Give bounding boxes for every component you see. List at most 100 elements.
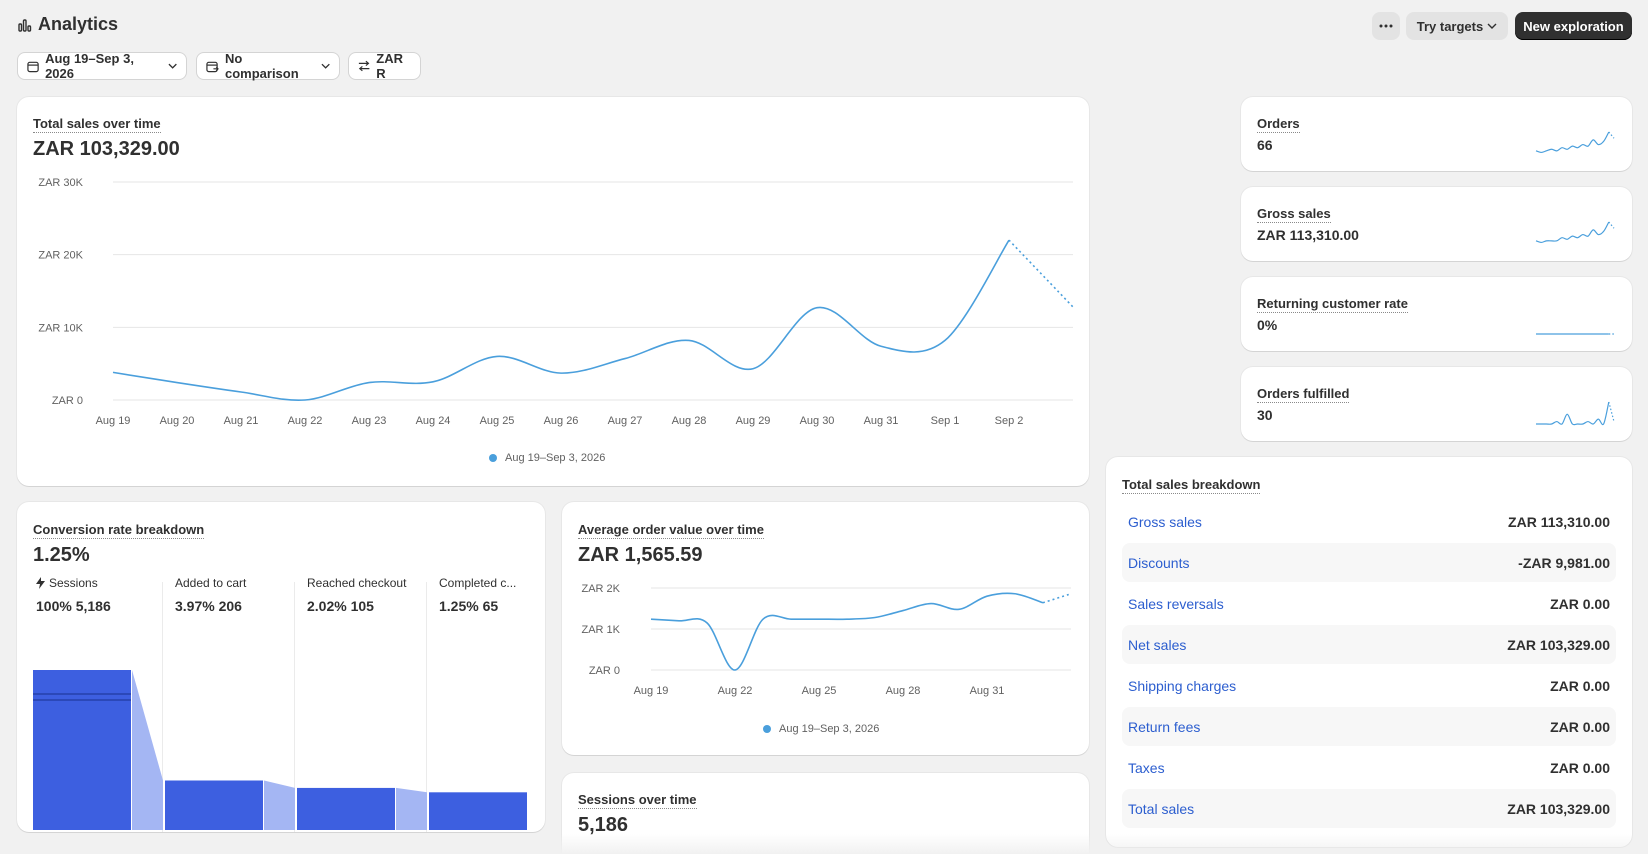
legend-dot xyxy=(763,725,771,733)
x-tick-label: Aug 31 xyxy=(970,685,1005,697)
breakdown-link[interactable]: Return fees xyxy=(1128,718,1201,735)
breakdown-link[interactable]: Sales reversals xyxy=(1128,595,1224,612)
try-targets-button[interactable]: Try targets xyxy=(1406,12,1508,40)
x-tick-label: Sep 2 xyxy=(995,415,1024,427)
lightning-icon xyxy=(36,577,45,589)
breakdown-row-gross-sales: Gross sales ZAR 113,310.00 xyxy=(1122,502,1616,541)
breakdown-row-shipping-charges: Shipping charges ZAR 0.00 xyxy=(1122,666,1616,705)
stat-title: Orders fulfilled xyxy=(1257,386,1350,403)
x-tick-label: Aug 21 xyxy=(224,415,259,427)
aov-value: ZAR 1,565.59 xyxy=(578,544,703,566)
chevron-down-icon xyxy=(321,63,330,69)
y-tick-label: ZAR 2K xyxy=(581,583,620,595)
orders-fulfilled-sparkline xyxy=(1535,401,1615,426)
stat-title: Gross sales xyxy=(1257,206,1331,223)
date-range-picker[interactable]: Aug 19–Sep 3, 2026 xyxy=(17,51,187,81)
breakdown-link[interactable]: Gross sales xyxy=(1128,513,1202,530)
calendar-icon xyxy=(27,61,39,72)
breakdown-link[interactable]: Discounts xyxy=(1128,554,1190,571)
series-line-projected xyxy=(1008,239,1074,308)
ellipsis-icon xyxy=(1379,24,1393,28)
y-tick-label: ZAR 0 xyxy=(589,665,620,677)
breakdown-amount: ZAR 0.00 xyxy=(1550,595,1610,612)
x-tick-label: Aug 27 xyxy=(608,415,643,427)
new-exploration-button[interactable]: New exploration xyxy=(1515,12,1632,40)
sessions-value: 5,186 xyxy=(578,814,629,836)
series-line xyxy=(650,592,1044,671)
legend-dot xyxy=(489,454,497,462)
series-line-projected xyxy=(1042,592,1072,604)
breakdown-amount: ZAR 103,329.00 xyxy=(1507,800,1610,817)
funnel-step-completed-checkout: Completed c... 1.25% 65 xyxy=(439,576,539,826)
breakdown-row-total-sales: Total sales ZAR 103,329.00 xyxy=(1122,789,1616,828)
breakdown-amount: ZAR 0.00 xyxy=(1550,718,1610,735)
comparison-picker[interactable]: No comparison xyxy=(196,51,340,81)
funnel-step-value: 100% 5,186 xyxy=(36,598,111,614)
aov-chart: ZAR 0 ZAR 1K ZAR 2K Aug 19 Aug 22 Aug 25 Aug 2… xyxy=(581,583,1072,697)
stat-card-gross-sales[interactable]: Gross sales ZAR 113,310.00 xyxy=(1241,187,1632,261)
stat-card-orders[interactable]: Orders 66 xyxy=(1241,97,1632,171)
x-tick-label: Aug 28 xyxy=(672,415,707,427)
x-tick-label: Aug 31 xyxy=(864,415,899,427)
funnel-bar xyxy=(297,787,395,830)
x-tick-label: Aug 25 xyxy=(802,685,837,697)
funnel-step-label: Sessions xyxy=(49,576,98,590)
aov-card: Average order value over time ZAR 1,565.… xyxy=(562,502,1089,755)
stat-card-returning-customer-rate[interactable]: Returning customer rate 0% xyxy=(1241,277,1632,351)
aov-title[interactable]: Average order value over time xyxy=(578,522,764,539)
total-sales-chart: ZAR 0 ZAR 10K ZAR 20K ZAR 30K Aug 19 Aug 20 Au… xyxy=(38,177,1074,427)
funnel-dropoff xyxy=(264,780,295,830)
comparison-label: No comparison xyxy=(224,51,299,81)
x-tick-label: Aug 22 xyxy=(288,415,323,427)
x-tick-label: Aug 29 xyxy=(736,415,771,427)
funnel-step-reached-checkout: Reached checkout 2.02% 105 xyxy=(307,576,422,826)
breakdown-link[interactable]: Total sales xyxy=(1128,800,1195,817)
sparkline-path xyxy=(1535,221,1610,244)
breakdown-title[interactable]: Total sales breakdown xyxy=(1122,477,1261,494)
x-tick-label: Aug 28 xyxy=(886,685,921,697)
sparkline-projected xyxy=(1608,221,1615,229)
stat-value: 66 xyxy=(1257,137,1273,153)
breakdown-amount: ZAR 113,310.00 xyxy=(1508,513,1610,530)
breakdown-link[interactable]: Taxes xyxy=(1128,759,1165,776)
gross-sales-sparkline xyxy=(1535,221,1615,244)
sessions-title[interactable]: Sessions over time xyxy=(578,792,697,809)
y-tick-label: ZAR 30K xyxy=(38,177,83,189)
x-tick-label: Aug 30 xyxy=(800,415,835,427)
more-actions-button[interactable] xyxy=(1372,12,1400,40)
page-title: Analytics xyxy=(18,14,118,35)
funnel-step-label: Added to cart xyxy=(175,576,247,590)
total-sales-title[interactable]: Total sales over time xyxy=(33,116,161,133)
stat-title: Orders xyxy=(1257,116,1300,133)
funnel-step-value: 2.02% 105 xyxy=(307,598,374,614)
returning-rate-sparkline xyxy=(1535,333,1614,335)
total-sales-legend: Aug 19–Sep 3, 2026 xyxy=(489,452,605,464)
x-tick-label: Aug 19 xyxy=(634,685,669,697)
funnel-dropoff xyxy=(396,787,427,830)
stat-card-orders-fulfilled[interactable]: Orders fulfilled 30 xyxy=(1241,367,1632,441)
stat-value: ZAR 113,310.00 xyxy=(1257,227,1359,243)
new-exploration-label: New exploration xyxy=(1523,18,1624,34)
breakdown-amount: -ZAR 9,981.00 xyxy=(1518,554,1610,571)
legend-label: Aug 19–Sep 3, 2026 xyxy=(505,452,606,464)
breakdown-amount: ZAR 103,329.00 xyxy=(1507,636,1610,653)
currency-label: ZAR R xyxy=(376,51,403,81)
x-tick-label: Aug 26 xyxy=(544,415,579,427)
funnel-divider xyxy=(294,582,295,832)
breakdown-link[interactable]: Net sales xyxy=(1128,636,1187,653)
stat-title: Returning customer rate xyxy=(1257,296,1408,313)
breakdown-link[interactable]: Shipping charges xyxy=(1128,677,1237,694)
funnel-step-label: Reached checkout xyxy=(307,576,407,590)
sparkline-path xyxy=(1535,401,1610,426)
breakdown-row-discounts: Discounts -ZAR 9,981.00 xyxy=(1122,543,1616,582)
x-tick-label: Aug 20 xyxy=(160,415,195,427)
aov-legend: Aug 19–Sep 3, 2026 xyxy=(763,723,879,735)
funnel-step-added-to-cart: Added to cart 3.97% 206 xyxy=(175,576,290,826)
breakdown-row-net-sales: Net sales ZAR 103,329.00 xyxy=(1122,625,1616,664)
y-tick-label: ZAR 0 xyxy=(52,395,83,407)
conversion-title[interactable]: Conversion rate breakdown xyxy=(33,522,205,539)
currency-picker[interactable]: ZAR R xyxy=(348,51,421,81)
breakdown-row-sales-reversals: Sales reversals ZAR 0.00 xyxy=(1122,584,1616,623)
page-title-text: Analytics xyxy=(38,14,119,34)
total-sales-value: ZAR 103,329.00 xyxy=(33,138,180,160)
